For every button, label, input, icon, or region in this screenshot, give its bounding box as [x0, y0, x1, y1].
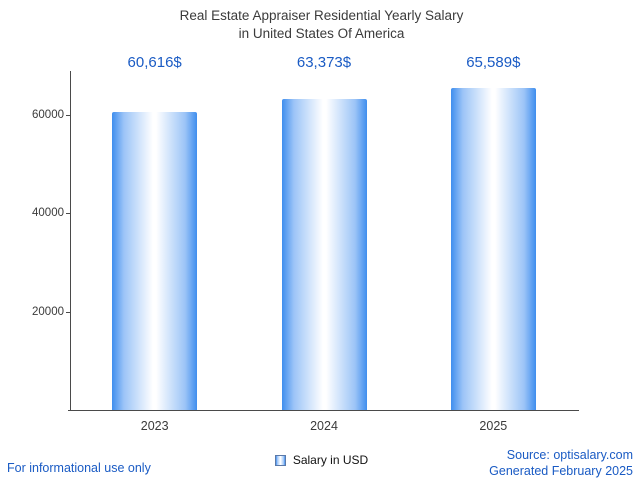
legend-label: Salary in USD — [292, 453, 369, 467]
legend-swatch-icon — [274, 454, 286, 466]
y-tick-mark — [66, 213, 70, 215]
chart-title: Real Estate Appraiser Residential Yearly… — [0, 7, 643, 42]
x-category-label-2024: 2024 — [310, 419, 338, 433]
bar-2024[interactable] — [281, 98, 367, 410]
bar-value-label-2025: 65,589$ — [466, 54, 521, 71]
y-tick-mark — [66, 311, 70, 313]
chart-title-line2: in United States Of America — [238, 25, 405, 41]
y-tick-label: 60000 — [32, 109, 64, 122]
legend[interactable]: Salary in USD — [0, 453, 643, 467]
x-axis — [68, 410, 579, 411]
bar-2023[interactable] — [112, 112, 198, 410]
x-category-label-2025: 2025 — [479, 419, 508, 433]
source-link[interactable]: Source: optisalary.com — [506, 448, 633, 462]
bar-value-label-2024: 63,373$ — [296, 54, 352, 71]
chart-title-line1: Real Estate Appraiser Residential Yearly… — [179, 8, 464, 23]
bar-2025[interactable] — [450, 87, 536, 410]
source-info: Source: optisalary.com Generated Februar… — [489, 447, 633, 480]
y-axis — [70, 71, 71, 411]
y-tick-label: 40000 — [32, 207, 64, 220]
x-category-label-2023: 2023 — [140, 419, 169, 433]
y-tick-label: 20000 — [32, 305, 64, 318]
bar-value-label-2023: 60,616$ — [127, 54, 182, 71]
generated-date: Generated February 2025 — [489, 464, 633, 479]
disclaimer-text: For informational use only — [7, 461, 151, 475]
y-tick-mark — [66, 115, 70, 117]
